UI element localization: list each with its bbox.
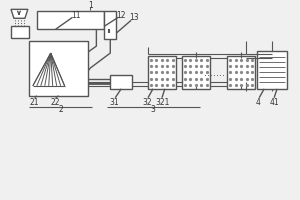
Text: 22: 22 bbox=[51, 98, 60, 107]
Text: .......: ....... bbox=[204, 68, 225, 78]
Text: 41: 41 bbox=[269, 98, 279, 107]
Bar bbox=[182, 56, 210, 89]
Bar bbox=[257, 51, 287, 89]
Bar bbox=[227, 56, 255, 89]
Text: 13: 13 bbox=[129, 13, 139, 22]
Bar bbox=[110, 75, 132, 89]
Text: 1: 1 bbox=[88, 1, 93, 10]
Bar bbox=[37, 11, 104, 29]
Text: 11: 11 bbox=[71, 11, 80, 20]
Text: 31: 31 bbox=[110, 98, 119, 107]
Text: 32: 32 bbox=[142, 98, 152, 107]
Text: 321: 321 bbox=[156, 98, 170, 107]
Text: 2: 2 bbox=[58, 105, 63, 114]
Text: 3: 3 bbox=[151, 105, 155, 114]
Text: 4: 4 bbox=[256, 98, 261, 107]
Polygon shape bbox=[11, 9, 28, 18]
Bar bbox=[29, 41, 88, 96]
Text: 21: 21 bbox=[29, 98, 39, 107]
Bar bbox=[148, 56, 176, 89]
Bar bbox=[104, 11, 116, 39]
Bar bbox=[11, 26, 29, 38]
Text: 12: 12 bbox=[116, 11, 126, 20]
